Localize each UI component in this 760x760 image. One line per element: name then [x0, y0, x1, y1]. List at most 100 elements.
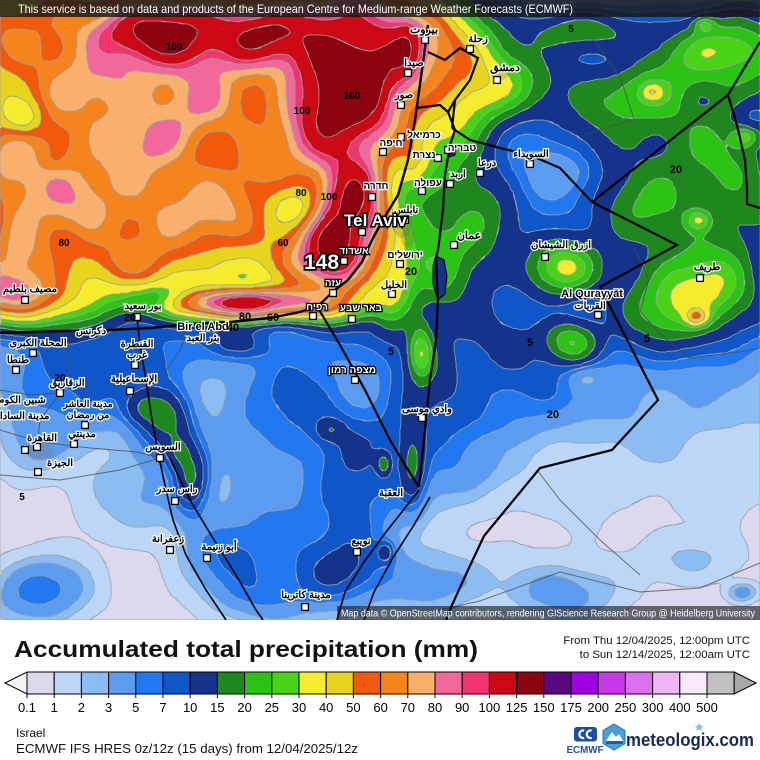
svg-text:25: 25	[265, 700, 279, 715]
svg-text:القريات: القريات	[574, 301, 606, 312]
svg-text:175: 175	[560, 700, 582, 715]
svg-text:125: 125	[506, 700, 528, 715]
svg-text:1: 1	[51, 700, 58, 715]
svg-text:70: 70	[401, 700, 415, 715]
svg-text:40: 40	[227, 322, 239, 334]
svg-text:بيروت: بيروت	[410, 24, 438, 36]
svg-text:עזה: עזה	[325, 278, 341, 289]
svg-text:بور سعيد: بور سعيد	[124, 301, 161, 312]
svg-text:مدينتي: مدينتي	[68, 429, 96, 440]
svg-text:صور: صور	[394, 90, 414, 101]
svg-text:الإسماعيلية: الإسماعيلية	[111, 374, 158, 385]
svg-text:الجيزة: الجيزة	[47, 458, 73, 469]
svg-text:المحلة الكبرى: المحلة الكبرى	[9, 338, 66, 349]
svg-text:Israel: Israel	[16, 726, 45, 740]
svg-text:80: 80	[58, 238, 70, 249]
svg-text:250: 250	[615, 700, 637, 715]
svg-text:ECMWF IFS HRES 0z/12z (15 days: ECMWF IFS HRES 0z/12z (15 days) from 12/…	[16, 742, 358, 756]
svg-text:100: 100	[321, 192, 338, 203]
svg-text:This service is based on data: This service is based on data and produc…	[18, 2, 573, 16]
svg-text:3: 3	[105, 700, 112, 715]
svg-text:100: 100	[166, 42, 183, 53]
svg-text:20: 20	[237, 700, 251, 715]
svg-text:חיפה: חיפה	[379, 138, 402, 149]
svg-text:راس سدر: راس سدر	[155, 484, 197, 495]
svg-text:مدينة السادات: مدينة السادات	[0, 411, 49, 422]
svg-text:5: 5	[388, 346, 394, 358]
svg-text:نويبع: نويبع	[351, 536, 370, 547]
svg-text:148: 148	[304, 251, 339, 274]
svg-text:طريف: طريف	[694, 262, 721, 273]
svg-text:5: 5	[19, 492, 25, 503]
svg-text:القاهرة: القاهرة	[27, 433, 57, 444]
svg-text:60: 60	[277, 238, 289, 249]
svg-text:טבריה: טבריה	[448, 143, 477, 154]
svg-text:5: 5	[644, 333, 650, 345]
svg-text:وادي موسى: وادي موسى	[402, 404, 452, 415]
svg-text:100: 100	[294, 106, 311, 117]
svg-text:بئر العبد: بئر العبد	[186, 333, 219, 344]
svg-text:مدينة كاترينا: مدينة كاترينا	[281, 590, 331, 601]
svg-text:to Sun 12/14/2025, 12:00am UTC: to Sun 12/14/2025, 12:00am UTC	[580, 649, 750, 661]
svg-text:60: 60	[373, 700, 387, 715]
svg-text:40: 40	[319, 700, 333, 715]
svg-text:100: 100	[479, 700, 501, 715]
svg-text:2: 2	[78, 700, 85, 715]
svg-text:60: 60	[267, 312, 279, 324]
svg-text:רפיח: רפיח	[306, 302, 328, 313]
svg-text:500: 500	[696, 700, 718, 715]
svg-text:עפולה: עפולה	[414, 177, 442, 189]
svg-text:מצפה רמון: מצפה רמון	[328, 365, 376, 376]
svg-text:العقبة: العقبة	[379, 488, 403, 499]
svg-text:ازرق الشيشان: ازرق الشيشان	[531, 240, 591, 251]
svg-text:الخليل: الخليل	[381, 280, 407, 291]
svg-text:30: 30	[292, 700, 306, 715]
svg-text:From Thu 12/04/2025, 12:00pm U: From Thu 12/04/2025, 12:00pm UTC	[563, 635, 750, 647]
svg-text:Al Qurayyāt: Al Qurayyāt	[561, 288, 623, 300]
svg-text:Bir el Abd: Bir el Abd	[177, 321, 229, 333]
svg-text:20: 20	[124, 312, 136, 324]
svg-text:Map data © OpenStreetMap contr: Map data © OpenStreetMap contributors, r…	[341, 609, 756, 620]
svg-text:دكرنس: دكرنس	[76, 326, 107, 337]
svg-text:اربد: اربد	[450, 169, 466, 180]
svg-text:80: 80	[239, 311, 251, 323]
svg-text:صيدا: صيدا	[404, 58, 424, 69]
svg-text:من رمضان: من رمضان	[67, 410, 110, 421]
svg-text:400: 400	[669, 700, 691, 715]
svg-text:כרמיאל: כרמיאל	[407, 129, 441, 141]
svg-text:80: 80	[295, 188, 307, 199]
svg-text:5: 5	[132, 700, 139, 715]
svg-text:5: 5	[568, 24, 574, 35]
svg-text:באר שבע: באר שבע	[340, 303, 383, 314]
svg-text:20: 20	[405, 266, 417, 278]
svg-text:الزقازيق: الزقازيق	[49, 378, 84, 389]
svg-text:ירושלים: ירושלים	[387, 249, 423, 261]
svg-text:نابلس: نابلس	[394, 205, 419, 216]
svg-text:السويداء: السويداء	[513, 149, 549, 160]
svg-text:אשדוד: אשדוד	[339, 246, 369, 257]
svg-text:درعا: درعا	[478, 158, 497, 169]
svg-text:20: 20	[547, 409, 559, 421]
svg-text:20: 20	[54, 373, 66, 384]
svg-text:السويس: السويس	[145, 442, 181, 453]
svg-text:20: 20	[670, 164, 682, 176]
svg-text:زعفرانة: زعفرانة	[152, 534, 184, 545]
svg-text:10: 10	[183, 700, 197, 715]
svg-text:أبو زنيمة: أبو زنيمة	[201, 540, 237, 553]
svg-text:15: 15	[210, 700, 224, 715]
svg-text:القنطرة: القنطرة	[121, 339, 154, 350]
svg-text:شبين الكوم: شبين الكوم	[0, 395, 46, 406]
svg-text:300: 300	[642, 700, 664, 715]
svg-text:غرب: غرب	[127, 350, 148, 361]
svg-text:0.1: 0.1	[18, 700, 36, 715]
svg-text:meteologix.com: meteologix.com	[626, 730, 754, 750]
svg-text:חדרה: חדרה	[363, 181, 388, 192]
svg-text:100: 100	[344, 91, 361, 102]
svg-text:150: 150	[533, 700, 555, 715]
svg-text:مصيف بلطيم: مصيف بلطيم	[3, 284, 57, 295]
svg-text:عمان: عمان	[457, 230, 481, 242]
svg-text:Accumulated total precipitatio: Accumulated total precipitation (mm)	[14, 636, 478, 662]
svg-text:زحلة: زحلة	[468, 34, 488, 45]
svg-text:دمشق: دمشق	[490, 62, 520, 74]
svg-text:5: 5	[527, 337, 533, 349]
